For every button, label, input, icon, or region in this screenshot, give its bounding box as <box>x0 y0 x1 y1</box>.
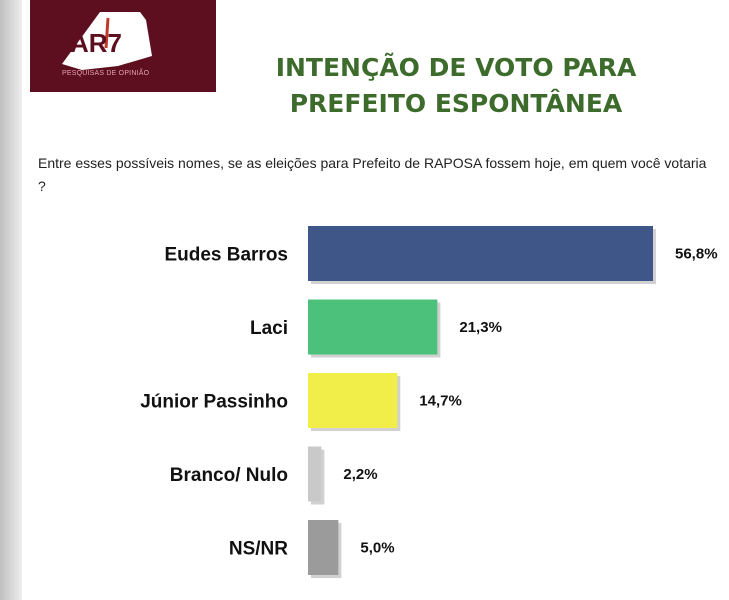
category-label: NS/NR <box>229 539 288 560</box>
value-label: 2,2% <box>343 466 377 483</box>
category-label: Eudes Barros <box>164 245 288 266</box>
survey-question: Entre esses possíveis nomes, se as eleiç… <box>38 155 707 194</box>
logo: AR7 PESQUISAS DE OPINIÃO <box>30 0 216 92</box>
value-label: 21,3% <box>459 319 502 336</box>
category-label: Laci <box>250 318 288 339</box>
bar <box>308 299 438 355</box>
bar <box>308 226 653 281</box>
category-label: Branco/ Nulo <box>170 465 288 486</box>
svg-text:AR7: AR7 <box>70 28 122 58</box>
value-label: 5,0% <box>360 540 394 557</box>
logo-mark-icon: AR7 <box>62 12 152 70</box>
value-label: 14,7% <box>419 393 462 410</box>
bar <box>308 446 322 502</box>
logo-tagline: PESQUISAS DE OPINIÃO <box>62 70 150 77</box>
page-title: INTENÇÃO DE VOTO PARA PREFEITO ESPONTÂNE… <box>236 50 676 122</box>
value-label: 56,8% <box>675 246 718 263</box>
category-label: Júnior Passinho <box>140 392 288 413</box>
bar <box>308 520 339 575</box>
title-line-1: INTENÇÃO DE VOTO PARA <box>275 53 637 82</box>
title-line-2: PREFEITO ESPONTÂNEA <box>289 89 623 118</box>
bar <box>308 373 398 428</box>
left-border-strip <box>0 0 22 600</box>
